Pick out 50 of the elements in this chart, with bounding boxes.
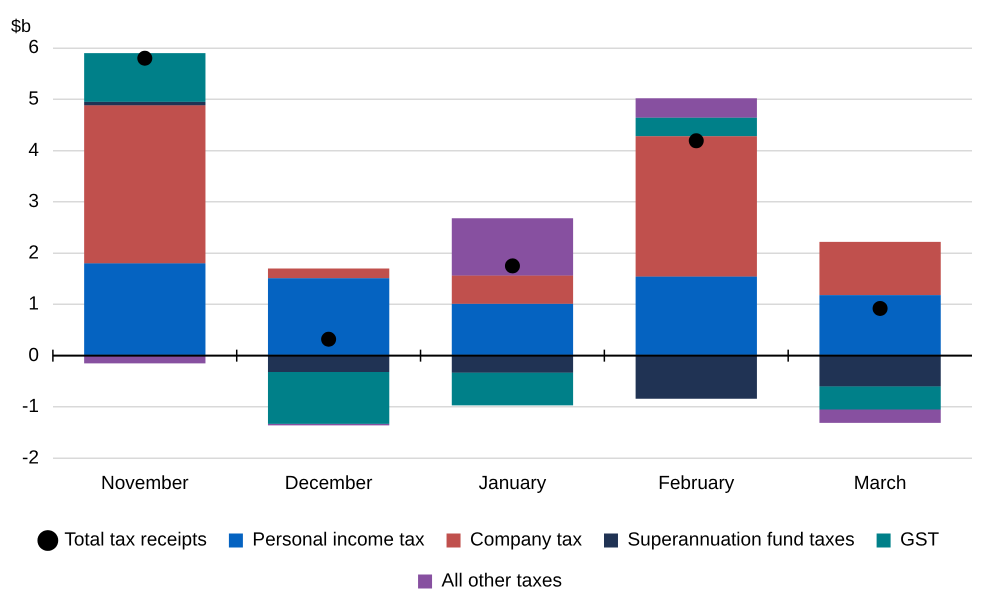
legend-label: GST	[900, 530, 940, 551]
bar	[452, 218, 574, 276]
bar	[819, 295, 941, 355]
bar	[819, 386, 941, 410]
x-tick-label: February	[658, 472, 735, 494]
legend-label: All other taxes	[442, 570, 562, 592]
bar	[84, 263, 206, 355]
point	[504, 258, 520, 274]
bar	[452, 356, 574, 373]
y-tick-label: -1	[22, 396, 39, 418]
bar	[636, 118, 757, 136]
legend-label: Company tax	[470, 530, 582, 551]
x-tick-label: November	[100, 472, 190, 494]
bar	[452, 372, 574, 406]
x-tick-label: January	[478, 472, 547, 494]
y-tick-label: 2	[28, 242, 39, 264]
y-tick-label: 3	[28, 191, 39, 212]
point	[688, 133, 704, 148]
y-axis-title: $b	[11, 16, 32, 36]
point	[872, 300, 888, 316]
bar	[819, 242, 941, 296]
y-tick-label: -2	[22, 447, 39, 468]
legend-label: Superannuation fund taxes	[627, 530, 855, 551]
y-tick-label: 1	[28, 294, 39, 315]
bar	[819, 356, 941, 386]
y-tick-label: 5	[28, 88, 39, 110]
bar	[452, 276, 574, 304]
legend-label: Personal income tax	[252, 530, 426, 551]
legend-label: Total tax receipts	[64, 530, 207, 551]
point	[321, 332, 336, 347]
bar	[268, 356, 390, 372]
bar	[84, 356, 206, 364]
bar	[819, 409, 941, 423]
bar	[452, 304, 574, 355]
x-tick-label: March	[854, 472, 906, 494]
bar	[84, 102, 206, 106]
y-tick-label: 4	[28, 140, 40, 161]
bar	[268, 268, 390, 278]
bar	[268, 372, 390, 424]
bar	[636, 356, 757, 399]
bar	[636, 98, 757, 118]
y-tick-label: 6	[28, 37, 39, 58]
bar	[84, 53, 206, 102]
y-tick-label: 0	[28, 344, 39, 366]
bar	[84, 105, 206, 264]
bar	[268, 278, 390, 355]
point	[137, 50, 152, 66]
bar	[636, 276, 757, 355]
x-tick-label: December	[284, 472, 374, 494]
bar	[636, 136, 757, 277]
